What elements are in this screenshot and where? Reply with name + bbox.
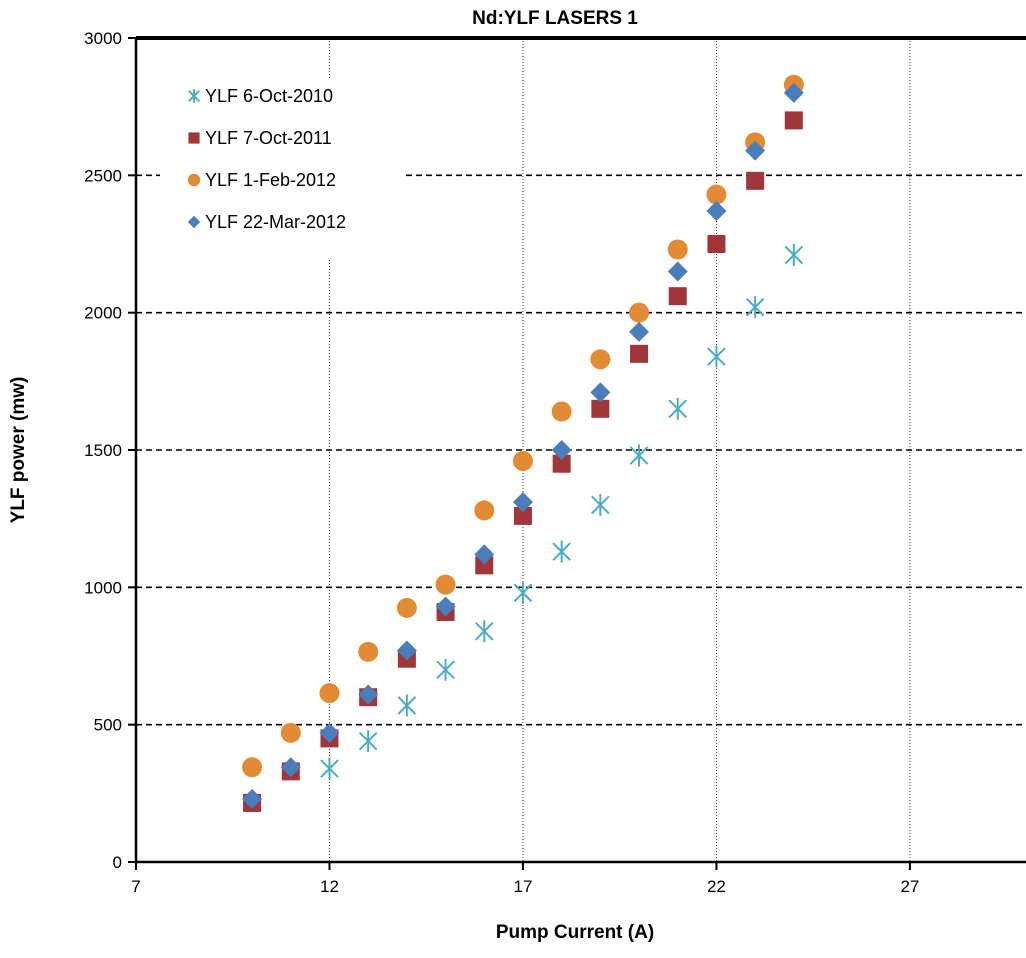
data-point — [707, 345, 726, 368]
y-tick-label: 1500 — [84, 441, 122, 460]
data-point — [746, 171, 765, 190]
y-tick-label: 3000 — [84, 29, 122, 48]
data-point — [745, 296, 765, 319]
series-1 — [320, 243, 804, 780]
data-point — [280, 722, 301, 743]
legend-marker — [187, 215, 201, 229]
series-4 — [242, 82, 804, 809]
data-point — [396, 597, 417, 618]
y-tick-label: 1000 — [84, 578, 122, 597]
data-point — [280, 757, 301, 778]
y-tick-label: 2000 — [84, 304, 122, 323]
data-point — [707, 235, 726, 253]
data-point — [319, 683, 340, 704]
data-point — [590, 382, 611, 403]
data-point — [629, 302, 650, 323]
data-point — [629, 321, 650, 342]
legend-label: YLF 1-Feb-2012 — [205, 170, 336, 190]
legend-item: YLF 22-Mar-2012 — [187, 212, 346, 232]
data-point — [242, 757, 263, 778]
data-point — [435, 596, 456, 617]
data-point — [242, 788, 263, 809]
data-point — [358, 730, 378, 753]
legend-item: YLF 1-Feb-2012 — [187, 170, 336, 190]
x-tick-label: 22 — [707, 877, 726, 896]
legend: YLF 6-Oct-2010 YLF 7-Oct-2011 YLF 1-Feb-20… — [160, 80, 405, 260]
data-point — [783, 82, 804, 103]
y-tick-label: 2500 — [84, 166, 122, 185]
data-point — [706, 184, 727, 205]
legend-marker — [188, 132, 200, 144]
data-point — [630, 344, 649, 363]
data-point — [512, 450, 533, 471]
data-point — [474, 620, 494, 643]
legend-marker — [187, 173, 201, 187]
chart-title: Nd:YLF LASERS 1 — [472, 8, 638, 29]
axes: 0 500 1000 1500 2000 2500 3000 7 12 17 22 27 — [84, 29, 1026, 896]
data-point — [512, 492, 533, 513]
legend-label: YLF 7-Oct-2011 — [205, 128, 332, 148]
legend-background — [160, 80, 405, 260]
data-point — [319, 722, 340, 743]
data-point — [474, 500, 495, 521]
data-point — [436, 658, 455, 681]
data-point — [667, 261, 688, 282]
data-point — [667, 239, 688, 260]
data-point — [552, 454, 571, 473]
data-point — [513, 506, 532, 525]
legend-item: YLF 7-Oct-2011 — [188, 128, 332, 148]
legend-label: YLF 6-Oct-2010 — [205, 86, 333, 106]
data-point — [435, 574, 456, 595]
x-tick-label: 12 — [320, 877, 339, 896]
data-marks — [242, 74, 804, 812]
x-tick-label: 7 — [131, 877, 140, 896]
data-point — [668, 397, 688, 420]
data-point — [706, 201, 727, 222]
data-point — [320, 757, 339, 780]
data-point — [397, 694, 417, 717]
data-point — [590, 349, 611, 370]
legend-item: YLF 6-Oct-2010 — [187, 86, 333, 106]
x-tick-label: 27 — [900, 877, 919, 896]
data-point — [513, 581, 533, 604]
data-point — [784, 111, 803, 130]
data-point — [551, 440, 572, 460]
legend-label: YLF 22-Mar-2012 — [205, 212, 346, 232]
data-point — [552, 540, 571, 563]
legend-marker — [187, 89, 201, 103]
data-point — [358, 684, 379, 705]
data-point — [629, 444, 649, 467]
data-point — [358, 641, 379, 662]
series-3 — [242, 74, 804, 778]
y-axis-title: YLF power (mw) — [8, 377, 29, 524]
data-point — [474, 544, 495, 565]
y-tick-label: 500 — [94, 716, 122, 735]
data-point — [591, 399, 610, 418]
data-point — [591, 493, 610, 516]
data-point — [784, 243, 804, 266]
data-point — [475, 556, 494, 575]
data-point — [396, 640, 417, 661]
data-point — [745, 140, 766, 161]
x-axis-title: Pump Current (A) — [496, 922, 654, 943]
data-point — [668, 287, 687, 306]
y-tick-label: 0 — [113, 853, 122, 872]
data-point — [551, 401, 572, 422]
grid — [136, 38, 1026, 862]
x-tick-label: 17 — [513, 877, 532, 896]
